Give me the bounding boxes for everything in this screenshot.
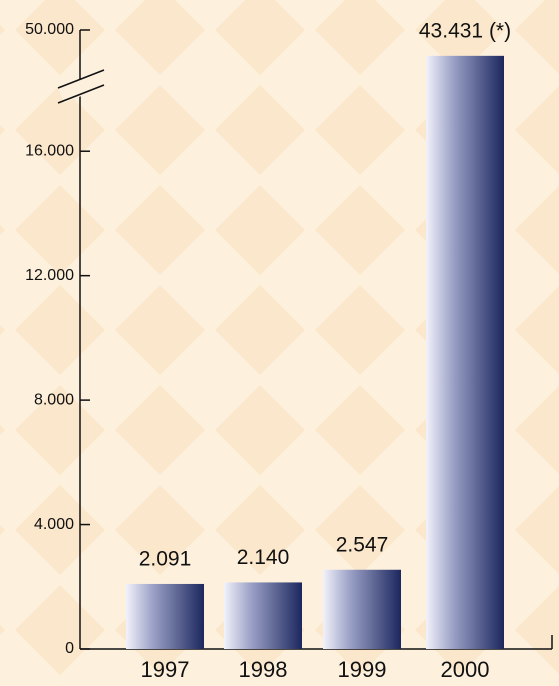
x-tick-label: 1998 xyxy=(239,657,288,682)
y-tick-label: 16.000 xyxy=(25,142,74,159)
value-label: 2.547 xyxy=(336,533,389,556)
value-label: 2.140 xyxy=(237,546,290,569)
axis-break xyxy=(57,69,105,89)
x-tick-label: 2000 xyxy=(441,657,490,682)
bar xyxy=(126,583,204,649)
value-label: 2.091 xyxy=(139,547,192,570)
axis-break xyxy=(57,84,105,104)
bar xyxy=(323,569,401,649)
x-tick-label: 1999 xyxy=(338,657,387,682)
y-tick-label: 12.000 xyxy=(25,267,74,284)
bar xyxy=(224,582,302,649)
axis-break-gap xyxy=(58,71,106,103)
y-tick-label: 4.000 xyxy=(34,516,74,533)
y-tick-label: 50.000 xyxy=(25,21,74,38)
x-tick-label: 1997 xyxy=(141,657,190,682)
y-tick-label: 0 xyxy=(65,640,74,657)
bar xyxy=(426,55,504,649)
y-tick-label: 8.000 xyxy=(34,391,74,408)
value-label: 43.431 (*) xyxy=(419,19,511,42)
